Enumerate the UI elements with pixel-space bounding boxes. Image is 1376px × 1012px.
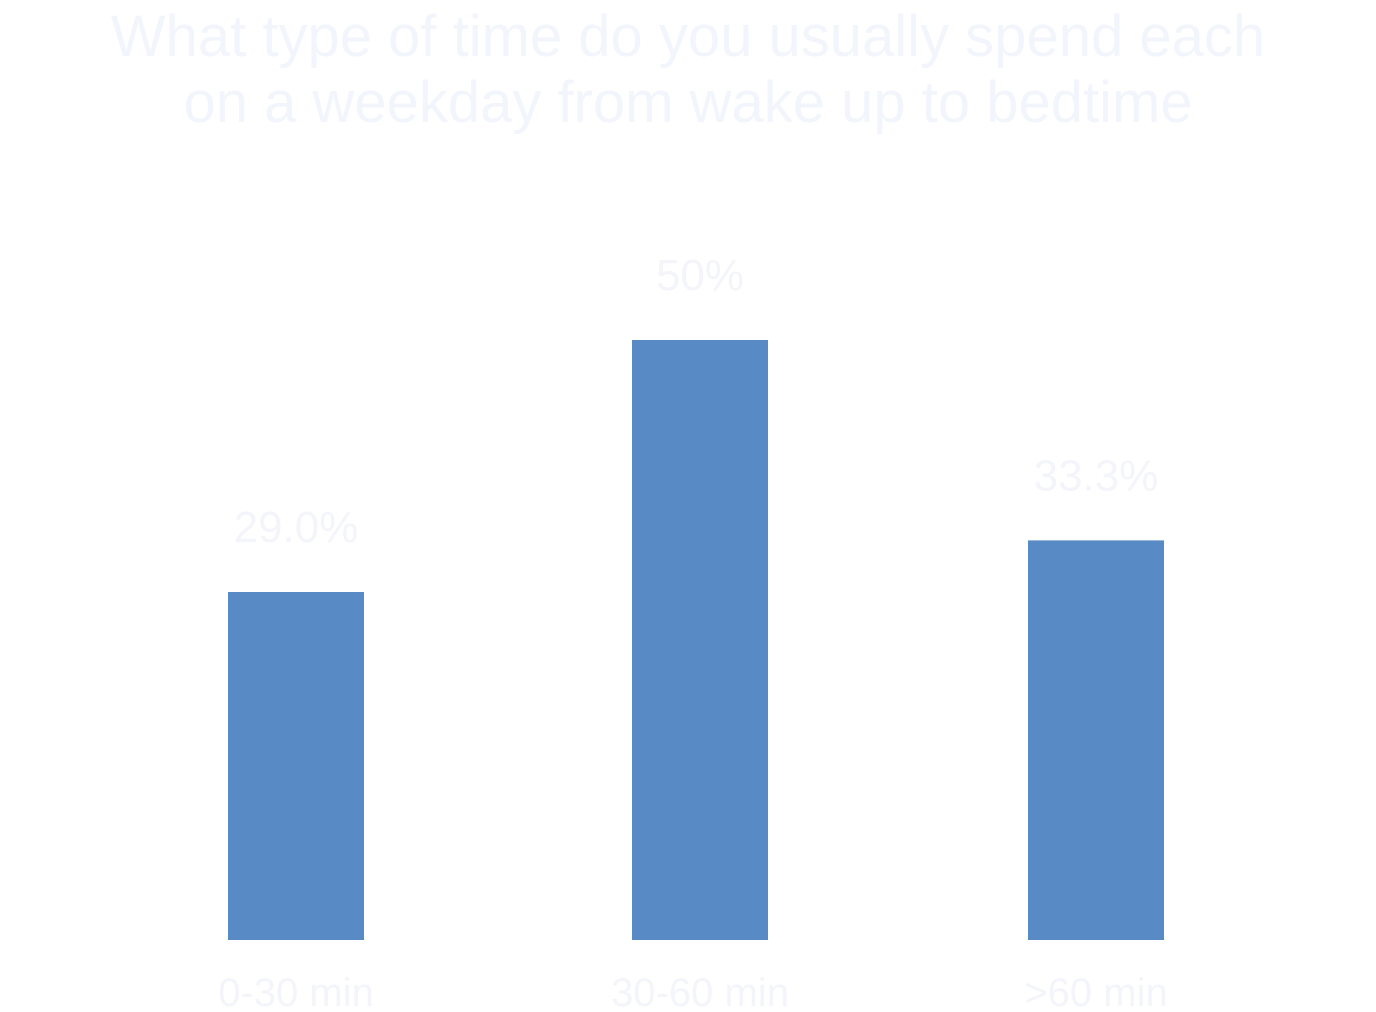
bar-2 xyxy=(632,340,768,940)
bar-3 xyxy=(1028,540,1164,940)
value-label-2: 50% xyxy=(656,251,744,300)
category-label-3: >60 min xyxy=(1024,971,1167,1012)
value-label-3: 33.3% xyxy=(1034,451,1159,500)
category-label-2: 30-60 min xyxy=(611,971,789,1012)
bar-1 xyxy=(228,592,364,940)
chart-title-line-1: What type of time do you usually spend e… xyxy=(110,4,1266,69)
value-label-1: 29.0% xyxy=(234,503,359,552)
chart-title: What type of time do you usually spend e… xyxy=(0,0,1376,136)
category-label-1: 0-30 min xyxy=(218,971,374,1012)
chart-title-line-2: on a weekday from wake up to bedtime xyxy=(183,70,1193,135)
